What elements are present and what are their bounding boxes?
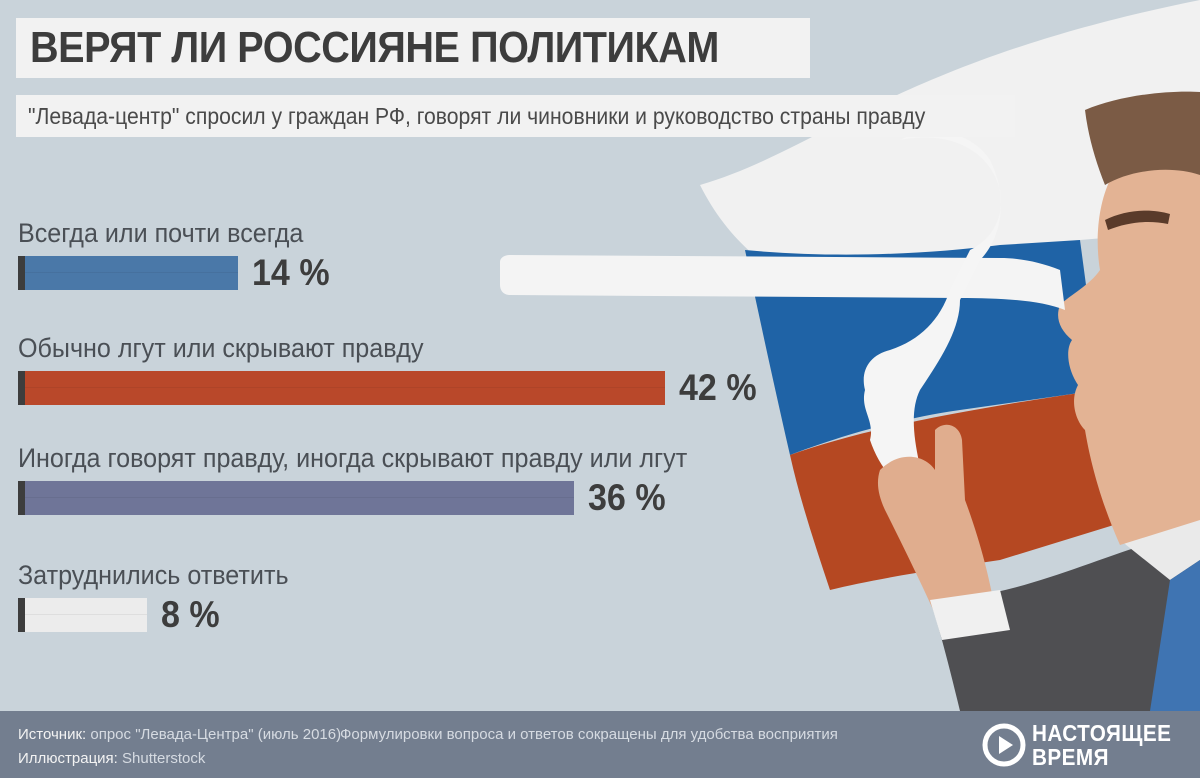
bar — [25, 598, 147, 632]
value-label: 8 % — [161, 594, 220, 635]
bar — [25, 371, 665, 405]
footer-note: Формулировки вопроса и ответов сокращены… — [340, 726, 838, 743]
bar-marker — [18, 256, 25, 290]
long-nose — [500, 255, 1065, 310]
illustration-line: Иллюстрация: Shutterstock — [18, 750, 205, 767]
source-label: Источник: — [18, 726, 87, 743]
hair — [1085, 91, 1200, 185]
face — [1058, 140, 1200, 545]
bar-marker — [18, 598, 25, 632]
value-label: 36 % — [588, 477, 666, 518]
bar — [25, 481, 574, 515]
category-label: Иногда говорят правду, иногда скрывают п… — [18, 443, 688, 473]
logo-line-1: НАСТОЯЩЕЕ — [1032, 720, 1172, 746]
eyebrow — [1105, 210, 1170, 230]
title-box: ВЕРЯТ ЛИ РОССИЯНЕ ПОЛИТИКАМ — [16, 18, 810, 78]
source-text: опрос "Левада-Центра" (июль 2016) — [90, 726, 342, 743]
logo-play-icon — [982, 723, 1026, 767]
illustration-text: Shutterstock — [122, 750, 206, 767]
chart-subtitle: "Левада-центр" спросил у граждан РФ, гов… — [28, 102, 926, 129]
chart-title: ВЕРЯТ ЛИ РОССИЯНЕ ПОЛИТИКАМ — [30, 23, 719, 72]
subtitle-box: "Левада-центр" спросил у граждан РФ, гов… — [16, 95, 1016, 137]
suit — [930, 540, 1200, 711]
bar-marker — [18, 481, 25, 515]
bar — [25, 256, 238, 290]
category-label: Затруднились ответить — [18, 560, 289, 590]
category-label: Всегда или почти всегда — [18, 218, 304, 248]
source-line: Источник: опрос "Левада-Центра" (июль 20… — [18, 726, 341, 743]
hand — [877, 424, 995, 625]
illustration-label: Иллюстрация: — [18, 750, 118, 767]
value-label: 42 % — [679, 367, 757, 408]
logo: НАСТОЯЩЕЕ ВРЕМЯ — [982, 718, 1182, 772]
bar-marker — [18, 371, 25, 405]
category-label: Обычно лгут или скрывают правду — [18, 333, 424, 363]
logo-line-2: ВРЕМЯ — [1032, 744, 1109, 770]
shirt-cuff — [930, 590, 1010, 640]
tie — [1150, 560, 1200, 711]
value-label: 14 % — [252, 252, 330, 293]
mask — [863, 131, 1001, 520]
